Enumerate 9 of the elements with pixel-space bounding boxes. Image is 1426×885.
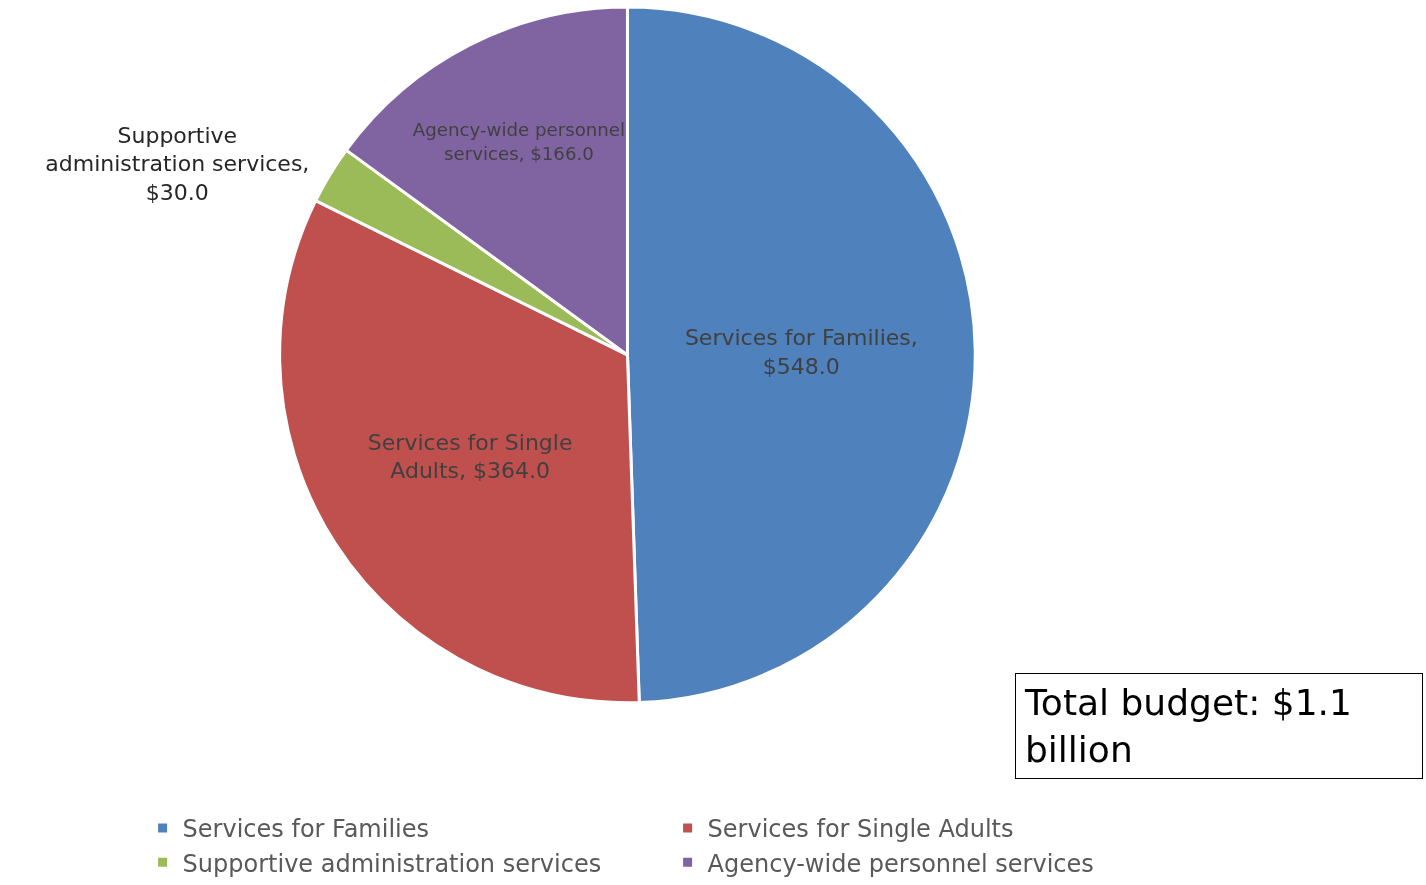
legend-label: Services for Families (182, 815, 430, 844)
data-label: Supportive administration services, $30.0 (45, 122, 310, 205)
legend-label: Agency-wide personnel services (707, 849, 1094, 878)
data-label: Services for Single Adults, $364.0 (367, 429, 573, 484)
text: Total budget: $1.1 billion (1024, 682, 1352, 770)
data-label: Agency-wide personnel services, $166.0 (412, 118, 626, 164)
data-label: Services for Families, $548.0 (684, 325, 918, 379)
legend-label: Services for Single Adults (707, 815, 1014, 844)
legend-label: Supportive administration services (182, 849, 602, 878)
